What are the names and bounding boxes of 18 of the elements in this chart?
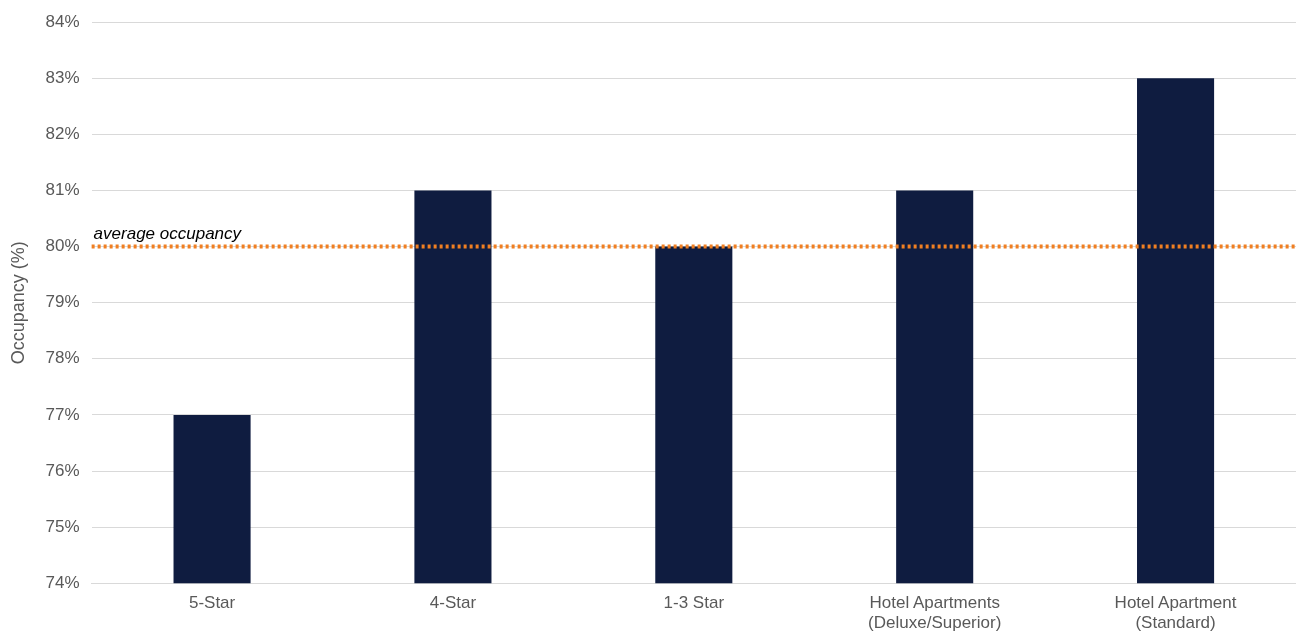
y-tick-label: 80% — [45, 236, 80, 256]
x-tick-label: 1-3 Star — [663, 593, 725, 613]
y-tick-label: 74% — [45, 572, 80, 592]
y-tick-label: 79% — [45, 292, 80, 312]
x-tick-label: 4-Star — [429, 593, 477, 613]
y-tick-label: 78% — [45, 348, 80, 368]
y-tick-label: 77% — [45, 404, 80, 424]
y-axis-title: Occupancy (%) — [7, 241, 28, 365]
y-tick-label: 81% — [45, 180, 80, 200]
y-tick-label: 83% — [45, 67, 80, 87]
y-tick-label: 75% — [45, 516, 80, 536]
ref-line-label: average occupancy — [93, 223, 243, 243]
x-tick-label: 5-Star — [188, 593, 236, 613]
x-tick-label: Hotel Apartments (Deluxe/Superior) — [868, 593, 1002, 633]
x-tick-label: Hotel Apartment (Standard) — [1114, 593, 1237, 633]
y-tick-label: 76% — [45, 460, 80, 480]
y-tick-label: 84% — [45, 11, 80, 31]
y-tick-label: 82% — [45, 124, 80, 144]
